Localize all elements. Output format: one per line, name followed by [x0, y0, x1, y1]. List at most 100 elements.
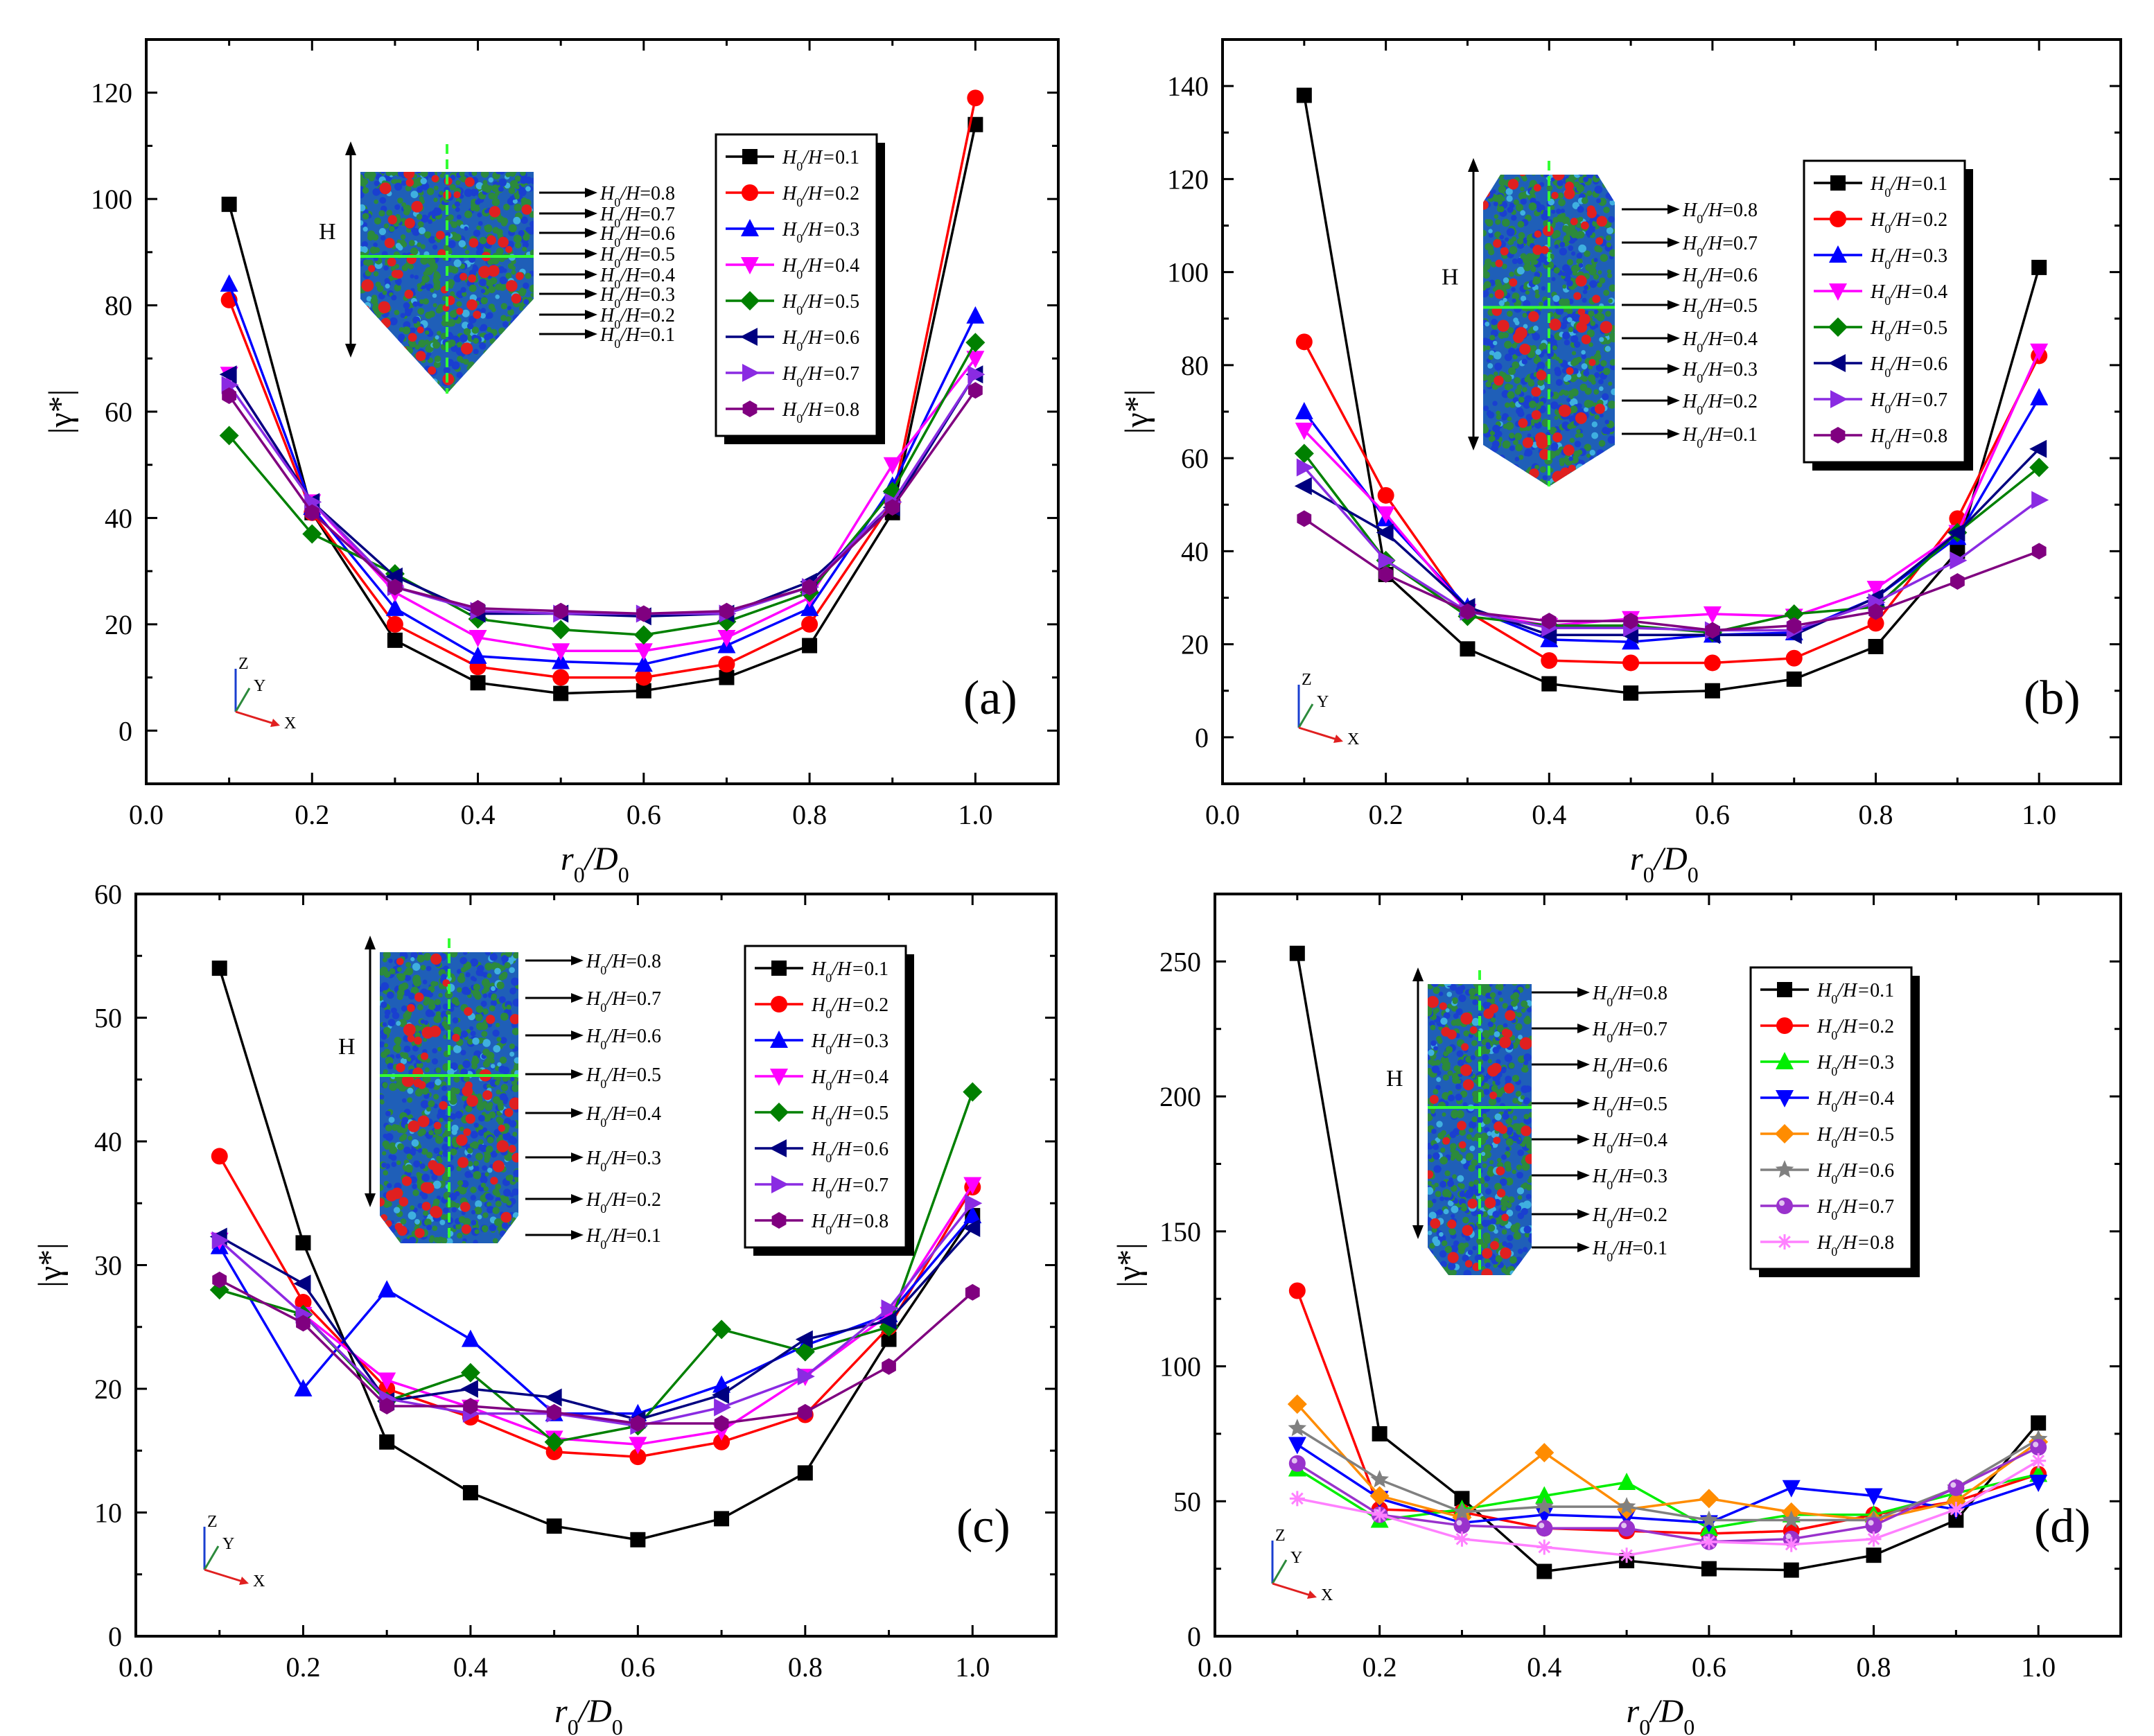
lbl-val: =0.3: [626, 1148, 661, 1169]
inset-particle: [1566, 280, 1573, 287]
inset-particle-red: [439, 1101, 448, 1110]
inset-particle: [1490, 1218, 1497, 1225]
inset-particle: [1494, 1229, 1498, 1234]
inset-particle: [404, 974, 411, 981]
inset-particle: [517, 155, 523, 161]
inset-particle: [371, 351, 376, 356]
inset-particle: [385, 346, 392, 353]
inset-particle: [1605, 452, 1610, 457]
inset-particle-red: [1552, 432, 1563, 443]
inset-particle-red: [1560, 467, 1570, 478]
inset-particle: [1559, 247, 1567, 256]
inset-particle: [505, 272, 512, 279]
inset-particle: [382, 146, 386, 150]
inset-particle: [1432, 1198, 1437, 1204]
inset-particle: [459, 942, 466, 949]
inset-particle: [357, 144, 364, 151]
legend-entry: H0/H=0.5: [782, 291, 859, 317]
inset-particle: [471, 1210, 476, 1215]
inset-particle: [459, 1186, 467, 1195]
inset-particle: [423, 1037, 428, 1042]
axes-triad: ZYX: [234, 655, 296, 733]
inset-particle: [437, 936, 442, 941]
triad-x-arrowhead: [239, 1577, 249, 1585]
inset-particle: [459, 334, 468, 342]
lbl-val: 0.1: [835, 147, 859, 168]
inset-particle: [514, 194, 520, 200]
inset-particle: [401, 180, 407, 186]
lbl-val: 0.6: [835, 327, 859, 349]
legend-marker: [740, 291, 760, 310]
inset-particle: [476, 1093, 482, 1099]
inset-particle-red: [1581, 334, 1591, 344]
inset-particle: [1435, 1060, 1441, 1066]
inset-particle: [1514, 473, 1518, 478]
data-point: [219, 426, 239, 446]
inset-level-arrowhead: [1577, 988, 1590, 997]
inset-particle: [466, 322, 474, 330]
inset-particle: [438, 992, 443, 998]
inset-particle: [515, 371, 522, 378]
inset-particle: [1453, 1240, 1460, 1247]
x-tick-label: 0.4: [461, 799, 496, 830]
lbl-h: H: [1870, 389, 1886, 411]
inset-particle: [499, 1230, 507, 1237]
inset-particle: [1604, 464, 1611, 470]
lbl-0: 0: [1884, 366, 1891, 380]
inset-particle: [1604, 164, 1611, 170]
lbl-h: H: [782, 291, 798, 313]
inset-particle: [1576, 184, 1584, 193]
inset-particle: [1450, 1245, 1458, 1253]
inset-particle: [1496, 414, 1502, 420]
inset-particle: [413, 1160, 421, 1168]
lbl-hh: /H=: [801, 291, 835, 313]
inset-particle: [1570, 388, 1579, 396]
inset-particle: [475, 1005, 484, 1013]
inset-particle-red: [431, 175, 439, 183]
inset-particle: [425, 233, 431, 239]
inset-particle: [457, 147, 465, 155]
inset-particle: [1539, 301, 1543, 306]
inset-particle: [1584, 466, 1593, 474]
inset-particle: [395, 1040, 401, 1046]
inset-particle: [382, 1151, 387, 1156]
data-point: [220, 274, 238, 292]
inset-particle: [1438, 991, 1444, 997]
lbl-0: 0: [600, 1001, 606, 1015]
inset-level-arrowhead: [571, 1031, 584, 1040]
inset-particle: [401, 350, 410, 358]
inset-particle-red: [400, 932, 412, 945]
inset-particle: [1488, 355, 1494, 360]
inset-particle: [1512, 1097, 1518, 1104]
inset-particle: [360, 191, 365, 199]
inset-particle: [1591, 263, 1597, 269]
inset-level-label: H0/H=0.1: [1592, 1238, 1667, 1264]
y-tick-label: 80: [105, 290, 132, 322]
axes-triad: ZYX: [203, 1513, 265, 1590]
inset-particle: [470, 1130, 478, 1139]
inset-particle-red: [404, 290, 414, 299]
inset-particle: [1446, 968, 1451, 974]
lbl-0: 0: [600, 1116, 606, 1130]
lbl-h: H: [782, 147, 798, 168]
inset-particle: [458, 240, 466, 247]
inset-particle: [1494, 1113, 1502, 1121]
inset-particle: [457, 172, 465, 173]
inset-particle-red: [1596, 216, 1608, 227]
inset-particle: [1517, 1270, 1525, 1275]
inset-particle-red: [1531, 387, 1541, 397]
y-tick-label: 20: [94, 1374, 122, 1405]
inset-particle: [1485, 1262, 1491, 1268]
inset-particle-image: [1468, 158, 1615, 486]
inset-particle: [1485, 381, 1492, 387]
inset-particle: [479, 326, 485, 332]
inset-particle: [1464, 976, 1469, 981]
inset-particle: [421, 182, 430, 191]
inset-particle: [1447, 1094, 1455, 1102]
inset-particle: [1536, 404, 1541, 410]
inset-particle: [372, 188, 380, 196]
inset-particle: [1507, 327, 1514, 334]
inset-particle: [432, 245, 438, 250]
inset-particle: [1447, 1200, 1454, 1207]
x-axis-label-part: 0: [1688, 862, 1699, 887]
